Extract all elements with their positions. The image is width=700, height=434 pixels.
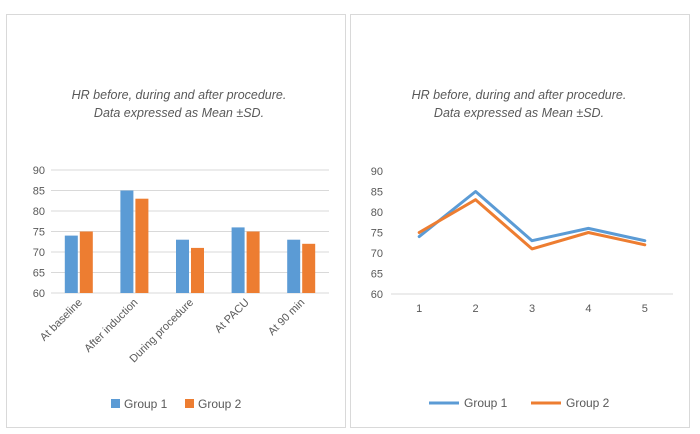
y-tick-label: 60 bbox=[371, 289, 383, 301]
y-tick-label: 85 bbox=[371, 187, 383, 199]
y-tick-label: 60 bbox=[33, 288, 45, 300]
bar-group-1 bbox=[287, 239, 301, 293]
bar-group-1 bbox=[64, 235, 78, 293]
x-tick-label: At PACU bbox=[213, 297, 252, 336]
x-tick-label: 4 bbox=[585, 303, 591, 315]
y-tick-label: 65 bbox=[33, 268, 45, 280]
bar-group-1 bbox=[231, 227, 245, 293]
line-group-2 bbox=[417, 198, 647, 251]
y-tick-label: 85 bbox=[33, 186, 45, 198]
y-tick-label: 75 bbox=[371, 228, 383, 240]
y-tick-label: 80 bbox=[371, 207, 383, 219]
y-tick-label: 75 bbox=[33, 227, 45, 239]
x-tick-label: 5 bbox=[642, 303, 648, 315]
x-tick-label: 2 bbox=[473, 303, 479, 315]
bar-group-1 bbox=[120, 190, 134, 293]
y-tick-label: 70 bbox=[33, 247, 45, 259]
x-tick-label: 1 bbox=[416, 303, 422, 315]
x-tick-label: After induction bbox=[82, 297, 140, 355]
legend-label-group-1: Group 1 bbox=[124, 397, 168, 411]
bar-group-2 bbox=[79, 231, 93, 293]
bar-group-2 bbox=[302, 243, 316, 293]
y-tick-label: 90 bbox=[33, 165, 45, 177]
bar-chart-title-line-2: Data expressed as Mean ±SD. bbox=[94, 106, 264, 120]
bar-chart-panel: HR before, during and after procedure. D… bbox=[6, 14, 346, 428]
y-tick-label: 65 bbox=[371, 269, 383, 281]
y-tick-label: 70 bbox=[371, 248, 383, 260]
line-group-1 bbox=[417, 190, 647, 243]
x-tick-label: 3 bbox=[529, 303, 535, 315]
bar-chart-title-line-1: HR before, during and after procedure. bbox=[72, 88, 287, 102]
legend-label-group-2: Group 2 bbox=[198, 397, 242, 411]
legend-swatch-group-2 bbox=[185, 399, 194, 408]
bar-chart: HR before, during and after procedure. D… bbox=[33, 88, 329, 411]
bar-group-2 bbox=[246, 231, 260, 293]
line-chart-panel: HR before, during and after procedure. D… bbox=[350, 14, 690, 428]
line-chart: HR before, during and after procedure. D… bbox=[371, 88, 673, 410]
line-chart-title-line-1: HR before, during and after procedure. bbox=[412, 88, 627, 102]
x-tick-label: At 90 min bbox=[266, 297, 307, 338]
line-chart-title-line-2: Data expressed as Mean ±SD. bbox=[434, 106, 604, 120]
bar-group-2 bbox=[191, 247, 204, 293]
legend-label-group-1: Group 1 bbox=[464, 396, 508, 410]
y-tick-label: 90 bbox=[371, 166, 383, 178]
y-tick-label: 80 bbox=[33, 206, 45, 218]
bar-group-2 bbox=[135, 198, 149, 293]
legend-swatch-group-1 bbox=[111, 399, 120, 408]
x-tick-label: At baseline bbox=[38, 297, 85, 344]
legend-label-group-2: Group 2 bbox=[566, 396, 610, 410]
bar-group-1 bbox=[176, 239, 189, 293]
